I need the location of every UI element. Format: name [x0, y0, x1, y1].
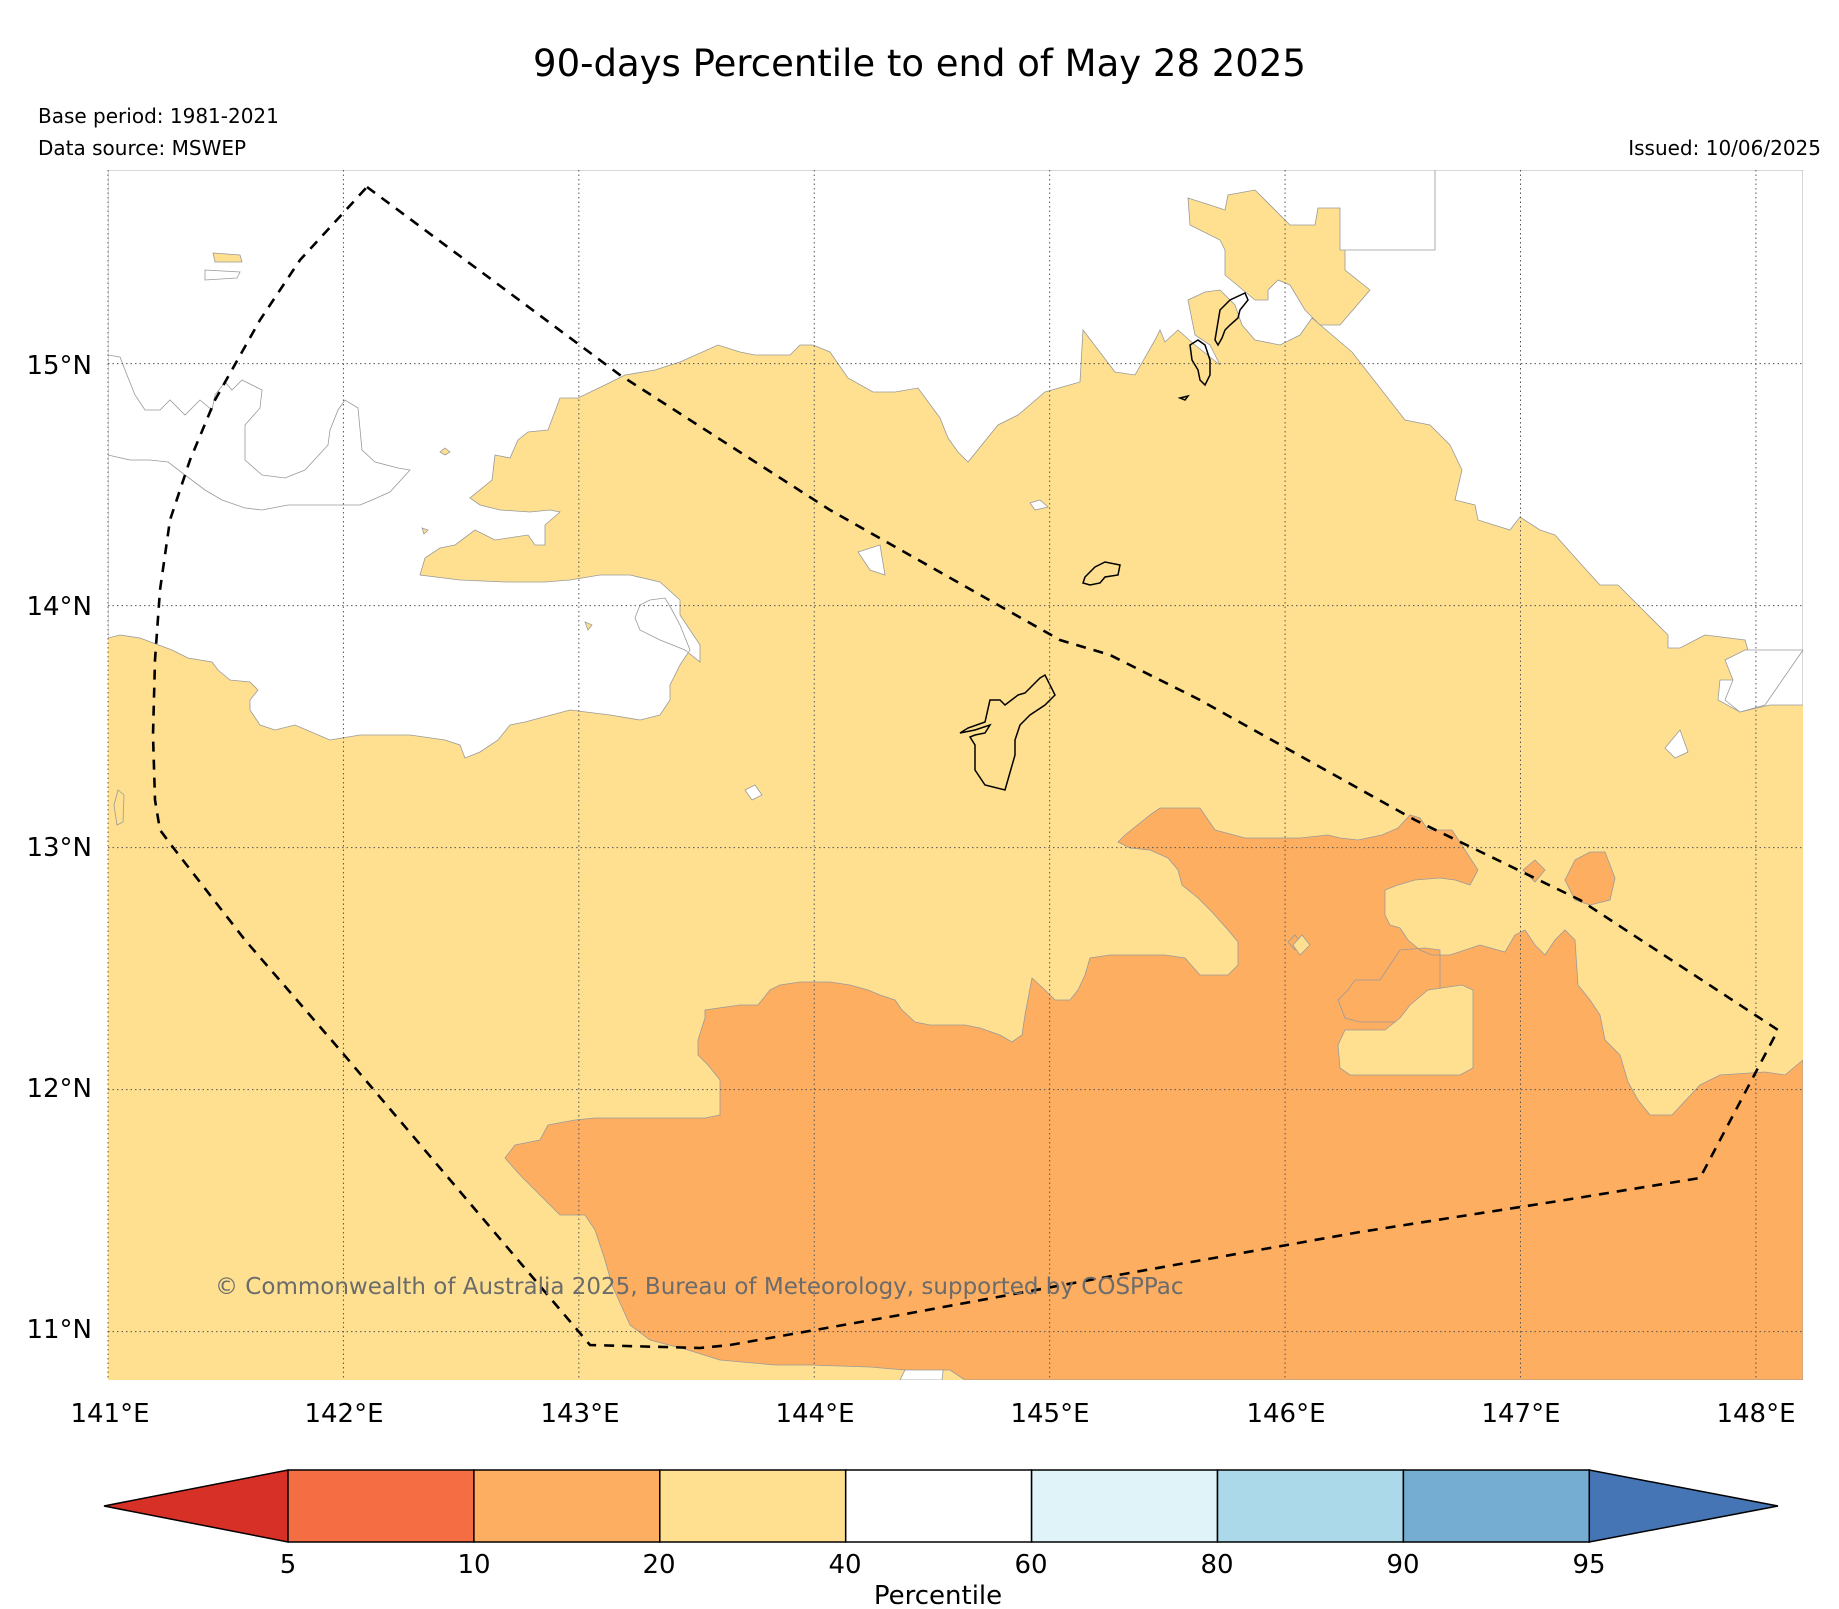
white-islet-1 [1029, 499, 1049, 511]
yellow-islet-4 [584, 621, 593, 631]
lat-tick-15: 15°N [26, 351, 92, 381]
colorbar-segment-6 [1216, 1469, 1405, 1543]
colorbar-tick-90: 90 [1386, 1550, 1419, 1580]
colorbar-extend-high [1588, 1469, 1779, 1543]
yellow-islet-3 [421, 527, 429, 535]
white-islet-4 [1664, 729, 1689, 759]
data-source-note: Data source: MSWEP [38, 136, 247, 160]
longitude-tick-labels: 141°E 142°E 143°E 144°E 145°E 146°E 147°… [70, 1399, 1795, 1429]
lon-tick-146: 146°E [1246, 1399, 1325, 1429]
colorbar-tick-95: 95 [1572, 1550, 1605, 1580]
island-coastline-saipan [1214, 291, 1249, 347]
yellow-island-in-orange-2 [1292, 934, 1311, 956]
region-outline [151, 185, 1780, 1350]
orange-patch-2 [1564, 851, 1616, 906]
colorbar-segment-4 [844, 1469, 1033, 1543]
colorbar-tick-20: 20 [642, 1550, 675, 1580]
white-islet-3 [857, 544, 886, 576]
lon-tick-142: 142°E [304, 1399, 383, 1429]
lat-tick-11: 11°N [26, 1315, 92, 1345]
latitude-tick-labels: 15°N 14°N 13°N 12°N 11°N [26, 351, 92, 1345]
colorbar-segment-7 [1402, 1469, 1591, 1543]
colorbar-tick-labels: 5 10 20 40 60 80 90 95 [280, 1550, 1606, 1580]
copyright-notice: © Commonwealth of Australia 2025, Bureau… [215, 1274, 1184, 1300]
lon-tick-145: 145°E [1010, 1399, 1089, 1429]
map-title: 90-days Percentile to end of May 28 2025 [533, 42, 1306, 85]
colorbar-segment-2 [473, 1469, 661, 1543]
lon-tick-147: 147°E [1481, 1399, 1560, 1429]
yellow-islet-5 [113, 789, 125, 826]
colorbar-tick-5: 5 [280, 1550, 297, 1580]
white-patch-north-1 [108, 354, 411, 511]
colorbar-segment-5 [1030, 1469, 1219, 1543]
colorbar-tick-80: 80 [1200, 1550, 1233, 1580]
base-period-note: Base period: 1981-2021 [38, 104, 279, 128]
colorbar-tick-60: 60 [1014, 1550, 1047, 1580]
colorbar-segment-3 [659, 1469, 847, 1543]
yellow-islet-1 [212, 252, 243, 263]
colorbar-label: Percentile [874, 1581, 1002, 1609]
lat-tick-13: 13°N [26, 833, 92, 863]
yellow-island-in-orange-1 [1337, 984, 1474, 1076]
island-coastline-tinian [1189, 339, 1211, 387]
colorbar-extend-low [103, 1469, 289, 1543]
colorbar-tick-10: 10 [457, 1550, 490, 1580]
island-coastline-rota [1082, 561, 1121, 586]
orange-patch-1 [1522, 859, 1546, 883]
lon-tick-144: 144°E [775, 1399, 854, 1429]
white-islet-2 [744, 784, 763, 801]
lon-tick-143: 143°E [540, 1399, 619, 1429]
island-coastline-guam [959, 673, 1056, 791]
island-coastline-aguijan [1177, 394, 1190, 401]
lon-tick-141: 141°E [70, 1399, 149, 1429]
colorbar-segment-1 [287, 1469, 475, 1543]
percentile-40-60-region [108, 170, 1803, 759]
lat-tick-12: 12°N [26, 1074, 92, 1104]
yellow-islet-2 [439, 447, 451, 456]
white-patch-east [1724, 649, 1803, 713]
lat-tick-14: 14°N [26, 592, 92, 622]
map-area [108, 170, 1803, 1380]
issued-date: Issued: 10/06/2025 [1628, 136, 1821, 160]
colorbar [103, 1469, 1779, 1543]
colorbar-tick-40: 40 [828, 1550, 861, 1580]
graticule [107, 170, 1803, 1380]
lon-tick-148: 148°E [1716, 1399, 1795, 1429]
